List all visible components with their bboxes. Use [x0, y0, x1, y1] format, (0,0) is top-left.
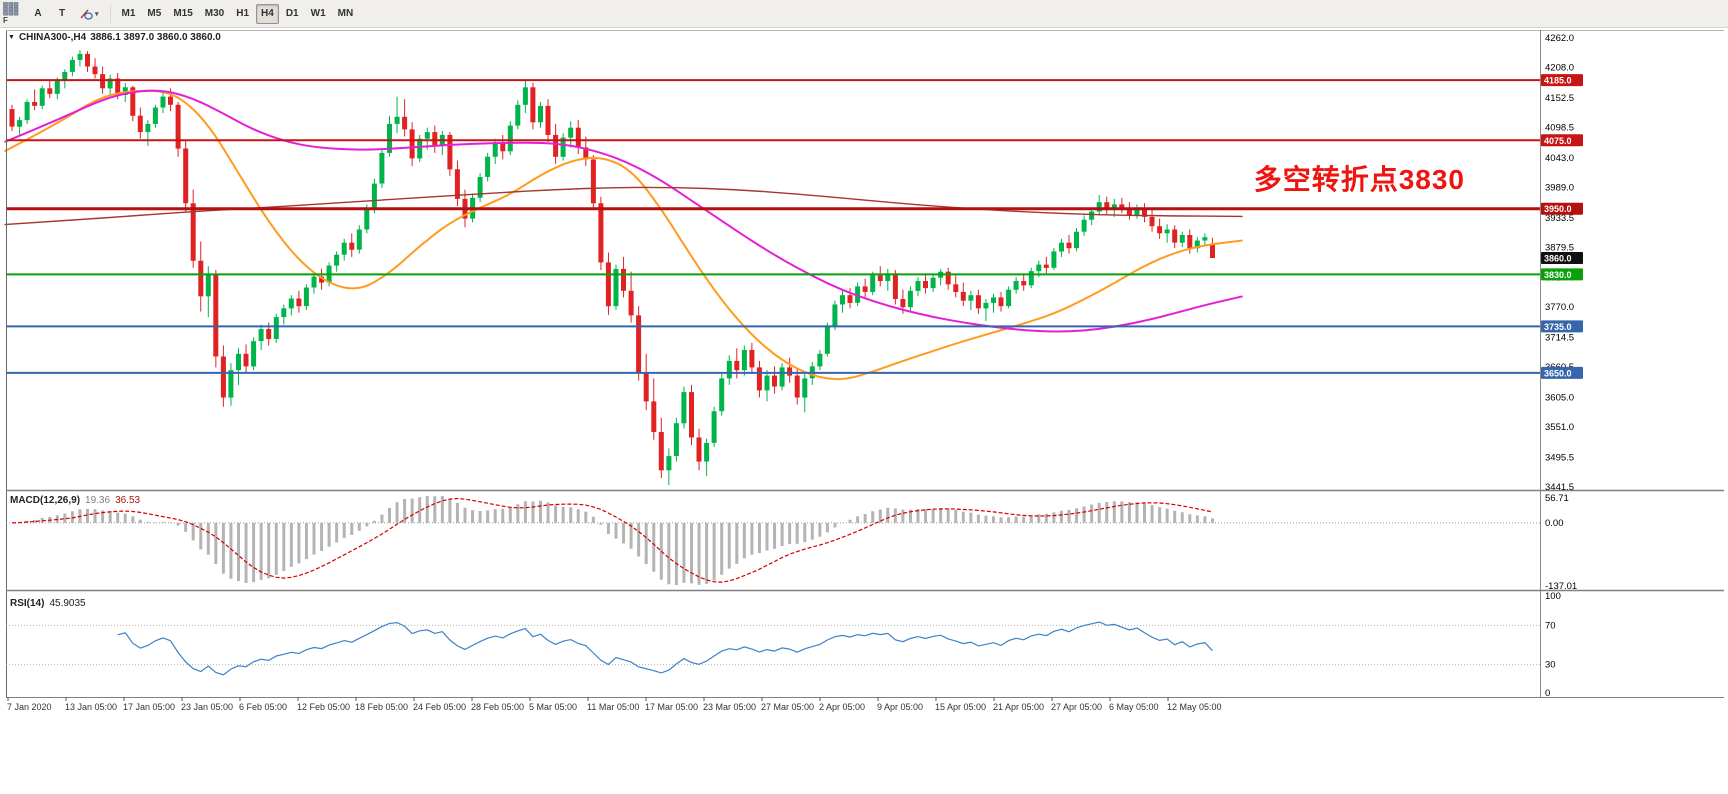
chart-canvas[interactable]: 4262.0 4208.0 4152.5 4098.5 4043.0 3989.0 3933…: [0, 28, 1728, 789]
rsi-panel-label: RSI(14) 45.9035: [10, 598, 86, 609]
svg-text:3830.0: 3830.0: [1544, 270, 1572, 280]
shapes-icon: [80, 8, 93, 20]
svg-text:18 Feb 05:00: 18 Feb 05:00: [355, 702, 408, 712]
svg-text:0.00: 0.00: [1545, 518, 1564, 529]
macd-main-value: 19.36: [85, 495, 111, 506]
svg-text:21 Apr 05:00: 21 Apr 05:00: [993, 702, 1044, 712]
cursor-tool-label: A: [34, 8, 42, 19]
timeframe-button-h1[interactable]: H1: [231, 4, 254, 24]
svg-text:12 May 05:00: 12 May 05:00: [1167, 702, 1222, 712]
svg-text:23 Jan 05:00: 23 Jan 05:00: [181, 702, 233, 712]
horizontal-levels[interactable]: [6, 79, 1540, 374]
text-tool-button[interactable]: T: [51, 4, 73, 24]
svg-text:3714.5: 3714.5: [1545, 333, 1574, 344]
timeframe-button-m15[interactable]: M15: [168, 4, 197, 24]
svg-text:3933.5: 3933.5: [1545, 213, 1574, 224]
ma-mid-magenta: [4, 89, 1243, 333]
svg-text:3551.0: 3551.0: [1545, 422, 1574, 433]
text-tool-label: T: [58, 8, 66, 19]
svg-text:4152.5: 4152.5: [1545, 93, 1574, 104]
svg-text:6 May 05:00: 6 May 05:00: [1109, 702, 1159, 712]
price-axis[interactable]: 4262.0 4208.0 4152.5 4098.5 4043.0 3989.0 3933…: [1541, 33, 1583, 493]
ma-fast-orange: [4, 89, 1243, 381]
chart-window[interactable]: 4262.0 4208.0 4152.5 4098.5 4043.0 3989.0 3933…: [0, 28, 1728, 789]
svg-text:4075.0: 4075.0: [1544, 136, 1572, 146]
rsi-panel[interactable]: 100 70 30 0: [6, 591, 1561, 699]
macd-name: MACD(12,26,9): [10, 495, 81, 506]
main-panel[interactable]: [4, 50, 1541, 486]
svg-text:70: 70: [1545, 620, 1556, 631]
svg-text:30: 30: [1545, 660, 1556, 671]
svg-text:6 Feb 05:00: 6 Feb 05:00: [239, 702, 287, 712]
panel-borders: [6, 30, 1724, 698]
svg-text:0: 0: [1545, 688, 1550, 699]
f-label: F: [3, 15, 8, 25]
svg-text:23 Mar 05:00: 23 Mar 05:00: [703, 702, 756, 712]
rsi-line: [117, 621, 1213, 676]
toolbar-separator: [109, 4, 111, 23]
svg-text:3879.5: 3879.5: [1545, 242, 1574, 253]
svg-text:7 Jan 2020: 7 Jan 2020: [7, 702, 52, 712]
macd-panel-label: MACD(12,26,9) 19.36 36.53: [10, 495, 140, 506]
timeframe-button-mn[interactable]: MN: [333, 4, 359, 24]
svg-text:12 Feb 05:00: 12 Feb 05:00: [297, 702, 350, 712]
svg-text:13 Jan 05:00: 13 Jan 05:00: [65, 702, 117, 712]
svg-text:56.71: 56.71: [1545, 493, 1569, 504]
chart-dropdown-icon[interactable]: ▼: [8, 33, 15, 41]
svg-text:3441.5: 3441.5: [1545, 482, 1574, 493]
toolbar: F A T ▾ M1 M5 M15 M30 H1 H4 D1 W1 MN: [0, 0, 1728, 28]
cursor-tool-button[interactable]: A: [27, 4, 49, 24]
svg-text:9 Apr 05:00: 9 Apr 05:00: [877, 702, 923, 712]
svg-text:17 Mar 05:00: 17 Mar 05:00: [645, 702, 698, 712]
svg-text:3860.0: 3860.0: [1544, 253, 1572, 263]
svg-text:3735.0: 3735.0: [1544, 322, 1572, 332]
svg-text:15 Apr 05:00: 15 Apr 05:00: [935, 702, 986, 712]
timeframe-button-m5[interactable]: M5: [142, 4, 166, 24]
rsi-name: RSI(14): [10, 598, 45, 609]
timeframe-button-m30[interactable]: M30: [200, 4, 229, 24]
rsi-value: 45.9035: [49, 598, 86, 609]
svg-text:27 Apr 05:00: 27 Apr 05:00: [1051, 702, 1102, 712]
svg-text:24 Feb 05:00: 24 Feb 05:00: [413, 702, 466, 712]
annotation-text: 多空转折点3830: [1253, 164, 1465, 195]
time-axis[interactable]: 7 Jan 2020 13 Jan 05:00 17 Jan 05:00 23 Jan…: [7, 697, 1222, 712]
macd-panel[interactable]: 56.71 0.00 -137.01: [6, 493, 1577, 592]
svg-text:3770.0: 3770.0: [1545, 302, 1574, 313]
grid-icon[interactable]: [3, 1, 19, 16]
svg-text:17 Jan 05:00: 17 Jan 05:00: [123, 702, 175, 712]
chevron-down-icon: ▾: [95, 10, 99, 18]
svg-text:-137.01: -137.01: [1545, 581, 1577, 592]
macd-signal-line: [11, 497, 1213, 583]
shapes-tool-button[interactable]: ▾: [75, 4, 104, 24]
svg-text:27 Mar 05:00: 27 Mar 05:00: [761, 702, 814, 712]
svg-text:3650.0: 3650.0: [1544, 368, 1572, 378]
svg-text:4185.0: 4185.0: [1544, 76, 1572, 86]
chart-symbol-label: CHINA300-,H4: [18, 32, 87, 43]
timeframe-button-d1[interactable]: D1: [281, 4, 304, 24]
svg-text:2 Apr 05:00: 2 Apr 05:00: [819, 702, 865, 712]
svg-text:4098.5: 4098.5: [1545, 122, 1574, 133]
svg-text:5 Mar 05:00: 5 Mar 05:00: [529, 702, 577, 712]
svg-text:11 Mar 05:00: 11 Mar 05:00: [587, 702, 639, 712]
svg-text:100: 100: [1545, 591, 1561, 602]
svg-text:3605.0: 3605.0: [1545, 393, 1574, 404]
toolbar-left-stack: F: [0, 0, 26, 28]
svg-text:28 Feb 05:00: 28 Feb 05:00: [471, 702, 524, 712]
timeframe-button-w1[interactable]: W1: [306, 4, 331, 24]
svg-text:3950.0: 3950.0: [1544, 204, 1572, 214]
timeframe-button-h4[interactable]: H4: [256, 3, 279, 24]
chart-title: ▼ CHINA300-,H4 3886.1 3897.0 3860.0 3860…: [8, 32, 221, 43]
chart-ohlc-values: 3886.1 3897.0 3860.0 3860.0: [90, 32, 221, 43]
timeframe-button-m1[interactable]: M1: [117, 4, 141, 24]
svg-text:4208.0: 4208.0: [1545, 63, 1574, 74]
macd-signal-value: 36.53: [115, 495, 141, 506]
svg-text:3989.0: 3989.0: [1545, 182, 1574, 193]
svg-text:3495.5: 3495.5: [1545, 452, 1574, 463]
svg-text:4043.0: 4043.0: [1545, 153, 1574, 164]
svg-text:4262.0: 4262.0: [1545, 33, 1574, 44]
